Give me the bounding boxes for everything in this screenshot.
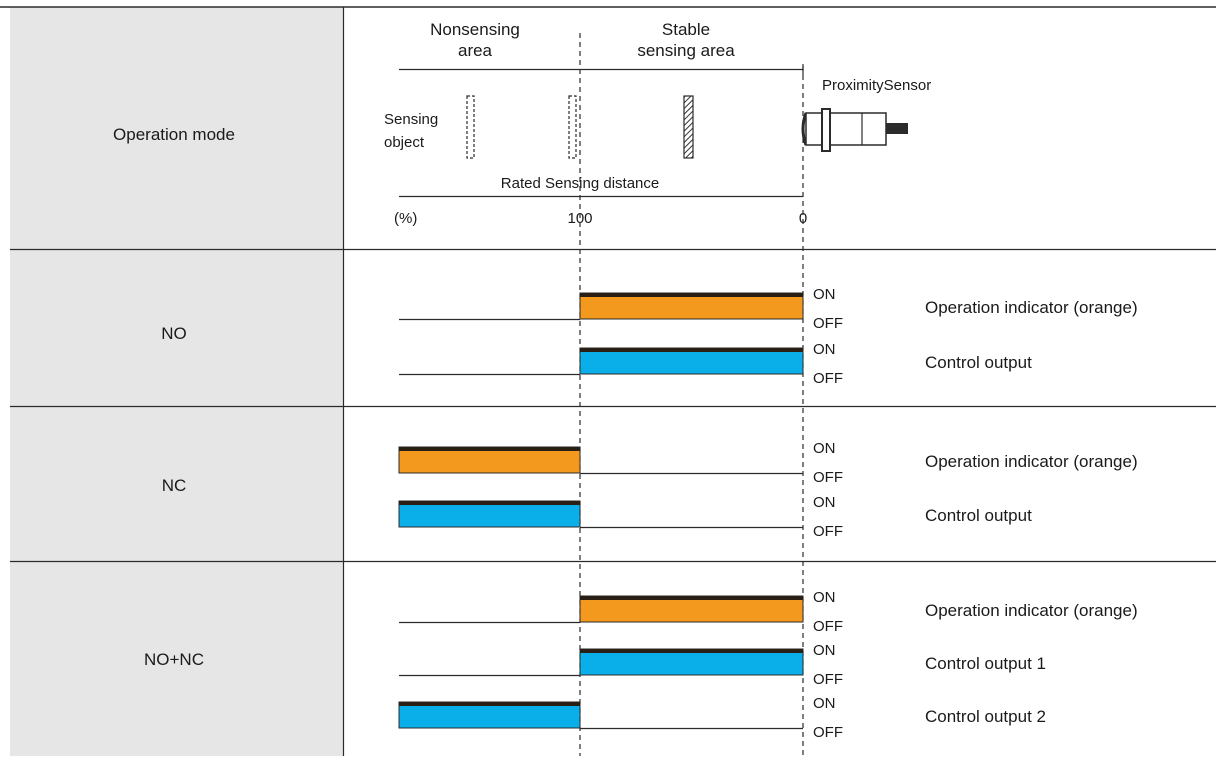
signal-on-bar-top-edge bbox=[399, 447, 580, 451]
nonsensing-area-label-line2: area bbox=[458, 41, 493, 60]
off-label: OFF bbox=[813, 523, 843, 540]
mode-name-no: NO bbox=[161, 324, 187, 343]
signal-on-bar-blue bbox=[579, 347, 804, 375]
sensing-object-label-line1: Sensing bbox=[384, 111, 438, 128]
signal-on-bar-top-edge bbox=[580, 348, 803, 352]
off-label: OFF bbox=[813, 469, 843, 486]
on-label: ON bbox=[813, 494, 836, 511]
operation-mode-label: Operation mode bbox=[113, 125, 235, 144]
sensing-object-far bbox=[466, 95, 475, 159]
signal-label: Control output 1 bbox=[925, 654, 1046, 673]
signal-on-bar-orange bbox=[398, 446, 581, 474]
off-label: OFF bbox=[813, 315, 843, 332]
on-label: ON bbox=[813, 642, 836, 659]
sensing-object-edge bbox=[568, 95, 577, 159]
stable-area-label-line1: Stable bbox=[662, 20, 710, 39]
signal-label: Operation indicator (orange) bbox=[925, 601, 1138, 620]
timing-signals: ON OFF Operation indicator (orange) ON OFF Co… bbox=[398, 286, 1138, 741]
signal-on-bar-top-edge bbox=[399, 501, 580, 505]
signal-on-bar-orange bbox=[579, 595, 804, 623]
nonsensing-area-label-line1: Nonsensing bbox=[430, 20, 520, 39]
signal-on-bar-top-edge bbox=[580, 596, 803, 600]
sensing-object-label-line2: object bbox=[384, 134, 425, 151]
tick-0-label: 0 bbox=[799, 210, 807, 227]
signal-on-bar-blue bbox=[398, 500, 581, 528]
stable-area-label-line2: sensing area bbox=[637, 41, 735, 60]
mode-cell-no bbox=[10, 250, 343, 406]
on-label: ON bbox=[813, 286, 836, 303]
mode-name-nc: NC bbox=[162, 476, 187, 495]
percent-unit-label: (%) bbox=[394, 210, 417, 227]
proximity-sensor-icon bbox=[801, 108, 908, 152]
off-label: OFF bbox=[813, 724, 843, 741]
signal-on-bar-blue bbox=[579, 648, 804, 676]
rated-sensing-distance-label: Rated Sensing distance bbox=[501, 175, 659, 192]
on-label: ON bbox=[813, 440, 836, 457]
signal-label: Control output bbox=[925, 506, 1032, 525]
header-mode-cell bbox=[10, 7, 343, 249]
signal-label: Control output 2 bbox=[925, 707, 1046, 726]
signal-on-bar-top-edge bbox=[580, 293, 803, 297]
mode-name-nonc: NO+NC bbox=[144, 650, 204, 669]
off-label: OFF bbox=[813, 370, 843, 387]
signal-label: Operation indicator (orange) bbox=[925, 452, 1138, 471]
signal-on-bar-blue bbox=[398, 701, 581, 729]
on-label: ON bbox=[813, 341, 836, 358]
off-label: OFF bbox=[813, 618, 843, 635]
off-label: OFF bbox=[813, 671, 843, 688]
proximity-sensor-label: ProximitySensor bbox=[822, 77, 931, 94]
signal-on-bar-top-edge bbox=[580, 649, 803, 653]
sensing-object-stable bbox=[683, 95, 694, 159]
mode-cell-nc bbox=[10, 407, 343, 561]
signal-label: Operation indicator (orange) bbox=[925, 298, 1138, 317]
tick-100-label: 100 bbox=[567, 210, 592, 227]
mode-cell-nonc bbox=[10, 562, 343, 756]
on-label: ON bbox=[813, 589, 836, 606]
on-label: ON bbox=[813, 695, 836, 712]
signal-label: Control output bbox=[925, 353, 1032, 372]
signal-on-bar-top-edge bbox=[399, 702, 580, 706]
